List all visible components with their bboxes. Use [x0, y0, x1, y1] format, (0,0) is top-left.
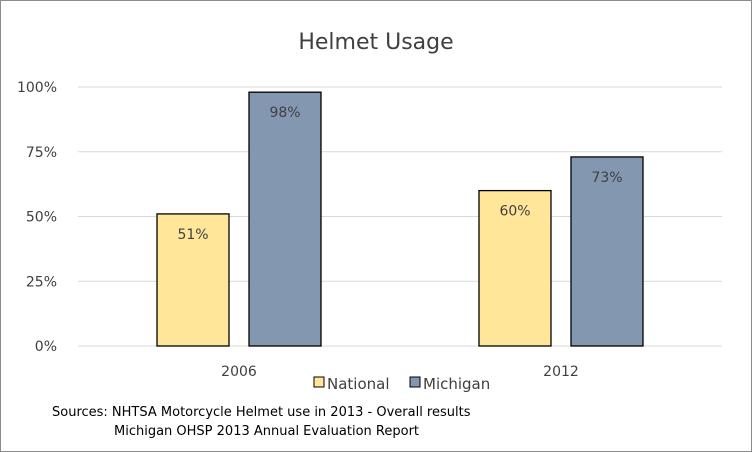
bar-national-2006: [156, 213, 230, 347]
x-axis: 2006 2012: [221, 364, 579, 380]
source-line-1: Sources: NHTSA Motorcycle Helmet use in …: [52, 405, 471, 420]
legend-label-michigan: Michigan: [423, 375, 490, 393]
x-tick-label: 2006: [221, 364, 257, 380]
legend-label-national: National: [327, 375, 390, 393]
y-tick-label: 0%: [35, 339, 57, 355]
x-tick-label: 2012: [543, 364, 579, 380]
data-label: 51%: [177, 227, 208, 243]
bars: 51% 98% 60% 73%: [156, 91, 644, 347]
y-tick-label: 75%: [26, 145, 57, 161]
legend-swatch-michigan: [409, 376, 421, 388]
data-label: 98%: [269, 105, 300, 121]
bar-michigan-2006: [248, 91, 322, 347]
legend: National Michigan: [313, 375, 490, 393]
y-tick-label: 50%: [26, 210, 57, 226]
source-line-2: Michigan OHSP 2013 Annual Evaluation Rep…: [114, 424, 419, 439]
data-label: 73%: [591, 170, 622, 186]
bar-michigan-2012: [570, 156, 644, 347]
legend-swatch-national: [313, 376, 325, 388]
bar-national-2012: [478, 189, 552, 347]
chart-title: Helmet Usage: [298, 30, 453, 55]
y-axis: 0% 25% 50% 75% 100%: [17, 80, 57, 355]
data-label: 60%: [499, 204, 530, 220]
y-tick-label: 25%: [26, 274, 57, 290]
y-tick-label: 100%: [17, 80, 57, 96]
